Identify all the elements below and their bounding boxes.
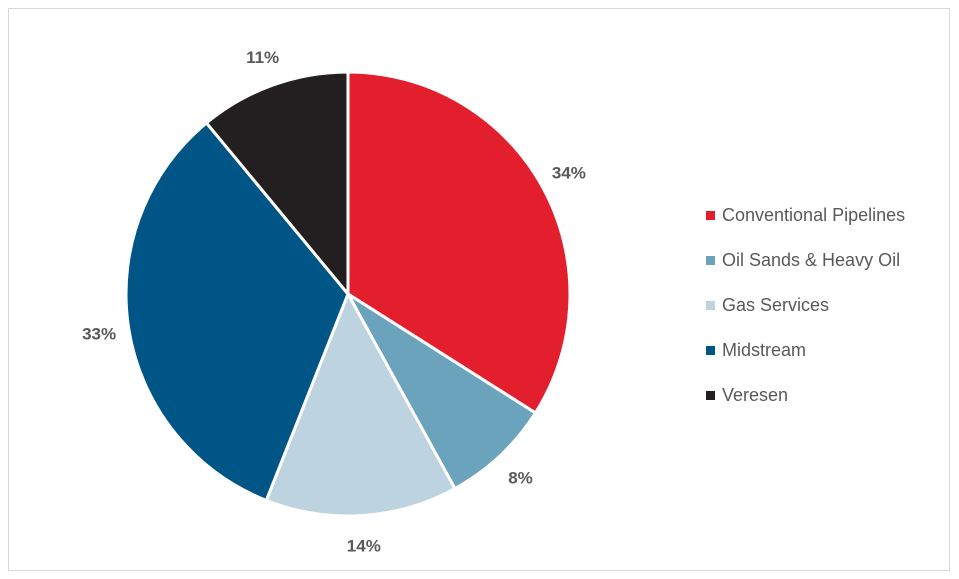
legend-item-oil-sands-heavy-oil: Oil Sands & Heavy Oil [706, 238, 905, 283]
legend-label-veresen: Veresen [722, 385, 789, 405]
legend-label-midstream: Midstream [722, 340, 807, 360]
legend-swatch-oil-sands-heavy-oil [706, 256, 715, 265]
legend-swatch-gas-services [706, 301, 715, 310]
legend-label-gas-services: Gas Services [722, 295, 830, 315]
data-label-conventional-pipelines: 34% [552, 164, 586, 183]
legend-swatch-veresen [706, 391, 715, 400]
legend-item-veresen: Veresen [706, 373, 905, 418]
legend-item-conventional-pipelines: Conventional Pipelines [706, 193, 905, 238]
legend-swatch-conventional-pipelines [706, 211, 715, 220]
legend-item-midstream: Midstream [706, 328, 905, 373]
legend-item-gas-services: Gas Services [706, 283, 905, 328]
pie-slice-veresen [204, 70, 350, 296]
legend-swatch-midstream [706, 346, 715, 355]
legend-label-conventional-pipelines: Conventional Pipelines [722, 205, 906, 225]
pie-slice-midstream [124, 121, 350, 502]
pie-slice-gas-services [264, 292, 457, 518]
data-label-gas-services: 14% [347, 537, 381, 556]
data-label-oil-sands-heavy-oil: 8% [508, 469, 533, 488]
data-label-midstream: 33% [82, 324, 116, 343]
legend: Conventional Pipelines Oil Sands & Heavy… [706, 193, 905, 418]
legend-label-oil-sands-heavy-oil: Oil Sands & Heavy Oil [722, 250, 901, 270]
data-label-veresen: 11% [246, 48, 279, 67]
pie-slice-oil-sands-heavy-oil [346, 292, 537, 491]
